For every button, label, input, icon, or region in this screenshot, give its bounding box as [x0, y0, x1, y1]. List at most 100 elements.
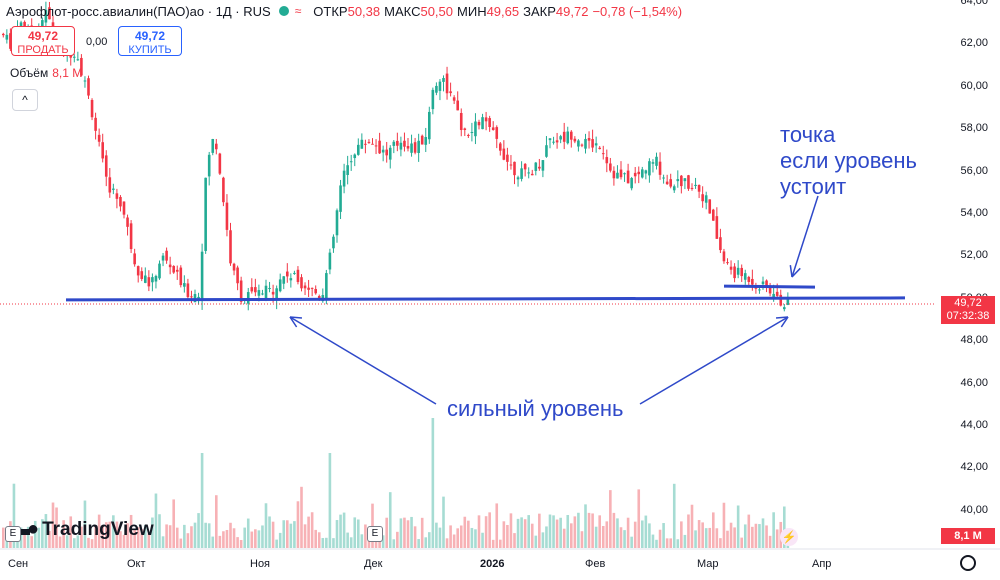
volume-bar	[126, 523, 129, 548]
close-label: ЗАКР	[523, 3, 556, 19]
candle-body	[538, 166, 541, 169]
candle-body	[360, 139, 364, 149]
volume-bar	[278, 532, 282, 548]
volume-bar	[90, 539, 94, 548]
candle-body	[179, 267, 183, 286]
volume-bar	[250, 531, 254, 548]
volume-bar	[222, 531, 225, 548]
candle-body	[726, 262, 729, 264]
volume-bar	[314, 529, 317, 548]
spread-value: 0,00	[86, 36, 108, 48]
volume-bar	[108, 521, 112, 548]
volume-bar	[243, 527, 246, 548]
volume-bar	[154, 493, 158, 548]
volume-bar	[477, 515, 481, 548]
volume-bar	[637, 489, 641, 548]
time-axis-label: Дек	[364, 558, 383, 570]
candle-body	[541, 160, 545, 171]
candle-body	[97, 134, 101, 142]
volume-bar	[144, 524, 147, 548]
candle-body	[399, 142, 403, 150]
volume-bar	[30, 536, 33, 548]
volume-bar	[644, 515, 648, 548]
candle-body	[83, 80, 87, 82]
candle-body	[112, 188, 115, 190]
candle-body	[289, 278, 293, 281]
lightning-icon[interactable]: ⚡	[780, 528, 798, 546]
volume-legend[interactable]: Объём 8,1 М	[10, 66, 82, 80]
support-level-line[interactable]	[65, 296, 906, 302]
volume-label: Объём	[10, 66, 49, 80]
volume-bar	[12, 483, 16, 548]
volume-bar	[264, 503, 268, 548]
candle-body	[694, 184, 697, 187]
time-axis-label: 2026	[480, 558, 505, 570]
arrow-head	[289, 316, 303, 319]
volume-bar	[655, 539, 658, 548]
volume-bar	[289, 523, 293, 548]
candle-body	[161, 255, 165, 261]
candle-body	[5, 34, 9, 40]
candle-body	[509, 164, 513, 166]
candle-body	[562, 131, 566, 142]
candle-body	[495, 127, 499, 139]
candle-body	[126, 217, 129, 227]
volume-bar	[470, 527, 474, 548]
candle-body	[257, 290, 261, 296]
candle-body	[758, 289, 761, 291]
volume-bar	[459, 525, 463, 548]
candle-body	[73, 56, 76, 58]
volume-bar	[765, 525, 768, 548]
annotation-arrow	[791, 195, 819, 278]
candle-body	[431, 89, 435, 110]
volume-bar	[317, 532, 321, 548]
volume-bar	[641, 520, 644, 548]
low-label: МИН	[457, 3, 487, 19]
buy-button[interactable]: 49,72 КУПИТЬ	[118, 26, 182, 56]
volume-bar	[491, 539, 495, 548]
settings-icon[interactable]	[960, 555, 976, 571]
volume-bar	[456, 528, 459, 548]
price-axis-label: 42,00	[960, 461, 988, 474]
volume-bar	[165, 524, 168, 548]
candle-body	[200, 251, 204, 301]
candle-body	[779, 294, 783, 306]
candle-body	[87, 78, 90, 96]
sell-price: 49,72	[27, 29, 59, 43]
volume-bar	[758, 524, 761, 548]
candle-body	[339, 185, 342, 212]
resistance-level-line[interactable]	[723, 284, 816, 289]
symbol-title[interactable]: Аэрофлот-росс.авиалин(ПАО)ао · 1Д · RUS	[6, 3, 271, 19]
candle-body	[286, 271, 289, 277]
volume-bar	[179, 538, 183, 548]
tradingview-logo[interactable]: ▬● TradingView	[10, 518, 154, 541]
time-axis-label: Окт	[127, 558, 146, 570]
candle-body	[293, 272, 296, 274]
candle-body	[278, 279, 282, 292]
volume-bar	[520, 517, 523, 548]
volume-bar	[129, 514, 133, 548]
candle-body	[690, 187, 694, 189]
volume-bar	[268, 516, 271, 548]
candle-body	[523, 163, 527, 170]
sell-button[interactable]: 49,72 ПРОДАТЬ	[11, 26, 75, 56]
candle-body	[396, 140, 399, 146]
candle-body	[151, 277, 154, 283]
volume-bar	[619, 527, 623, 548]
candle-body	[648, 161, 651, 176]
candle-body	[488, 118, 491, 127]
candle-body	[172, 266, 175, 273]
collapse-icon[interactable]: ^	[12, 89, 38, 111]
earnings-event-icon[interactable]: E	[5, 526, 21, 542]
volume-bar	[186, 533, 190, 548]
candle-body	[328, 252, 332, 270]
candle-body	[90, 99, 94, 118]
time-axis-label: Мар	[697, 558, 719, 570]
earnings-event-icon[interactable]: E	[367, 526, 383, 542]
candle-body	[218, 153, 222, 174]
high-label: МАКС	[384, 3, 421, 19]
candle-body	[392, 141, 396, 146]
candle-body	[452, 97, 456, 101]
price-axis-label: 40,00	[960, 503, 988, 516]
